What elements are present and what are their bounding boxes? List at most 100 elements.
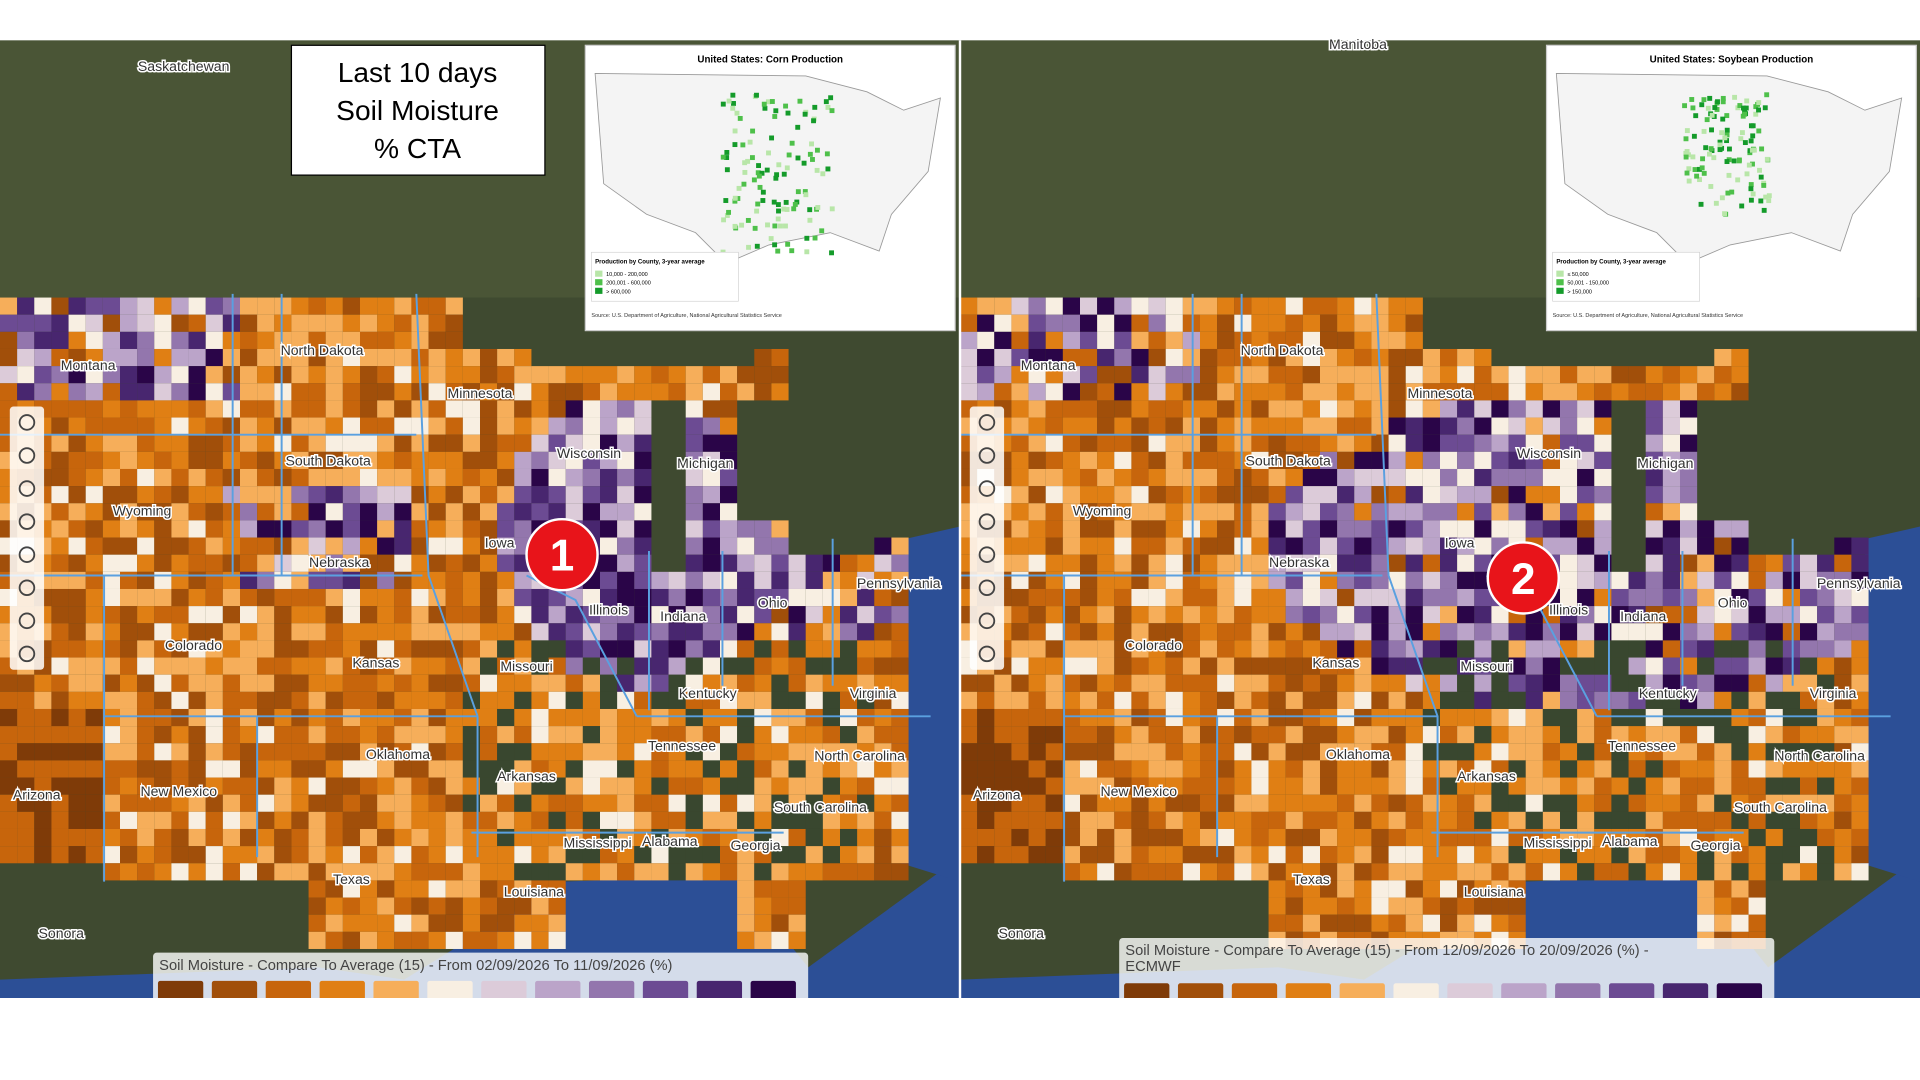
county-cell <box>1491 657 1509 675</box>
county-cell <box>617 708 635 727</box>
county-cell <box>1028 828 1046 847</box>
county-cell <box>1165 451 1183 469</box>
county-cell <box>85 468 103 487</box>
tool-button[interactable] <box>18 414 36 431</box>
county-cell <box>257 554 275 572</box>
inset-county <box>792 201 798 207</box>
county-cell <box>1680 486 1698 504</box>
county-cell <box>668 674 686 692</box>
county-cell <box>274 468 292 487</box>
tool-button[interactable] <box>978 612 996 630</box>
county-cell <box>85 520 103 538</box>
county-cell <box>1457 383 1475 401</box>
county-cell <box>85 743 103 761</box>
state-label: Michigan <box>677 455 733 471</box>
county-cell <box>1371 606 1389 624</box>
county-cell <box>1560 760 1578 778</box>
inset-county <box>1720 95 1726 101</box>
tool-button[interactable] <box>978 480 996 497</box>
county-cell <box>1594 400 1612 418</box>
county-cell <box>360 623 378 641</box>
county-cell <box>771 588 789 607</box>
county-cell <box>1045 811 1063 829</box>
county-cell <box>1268 606 1286 624</box>
county-cell <box>720 434 738 452</box>
tool-button[interactable] <box>978 645 996 663</box>
county-cell <box>1165 743 1183 761</box>
county-cell <box>428 863 446 881</box>
county-cell <box>222 777 241 795</box>
tool-button[interactable] <box>978 513 996 530</box>
county-cell <box>51 657 69 675</box>
county-cell <box>1320 794 1338 812</box>
county-cell <box>1765 554 1783 572</box>
inset-county <box>807 207 813 213</box>
county-cell <box>1302 640 1321 658</box>
tool-button[interactable] <box>978 579 996 597</box>
county-cell <box>120 434 138 452</box>
county-cell <box>428 777 446 795</box>
inset-county <box>1744 98 1750 104</box>
county-cell <box>445 794 463 812</box>
county-cell <box>600 794 618 812</box>
county-cell <box>428 828 446 847</box>
tool-button[interactable] <box>978 414 996 431</box>
county-cell <box>874 554 892 572</box>
inset-county <box>1756 128 1762 134</box>
tool-button[interactable] <box>18 579 36 597</box>
county-cell <box>1200 468 1218 487</box>
county-cell <box>1217 657 1235 675</box>
county-cell <box>51 623 69 641</box>
inset-us-map <box>1555 73 1903 264</box>
county-cell <box>1337 400 1355 418</box>
county-cell <box>462 417 481 435</box>
county-cell <box>1148 434 1166 452</box>
county-cell <box>1474 708 1492 727</box>
county-cell <box>1097 794 1115 812</box>
county-cell <box>685 726 703 744</box>
county-cell <box>1542 520 1561 538</box>
county-cell <box>377 794 395 812</box>
tool-button[interactable] <box>18 546 36 563</box>
county-cell <box>188 383 206 401</box>
county-cell <box>737 931 755 949</box>
county-cell <box>1440 657 1458 675</box>
county-cell <box>874 777 892 795</box>
county-cell <box>1388 486 1406 504</box>
tool-button[interactable] <box>18 513 36 530</box>
county-cell <box>1148 331 1166 349</box>
county-cell <box>1662 726 1681 744</box>
county-cell <box>428 314 446 332</box>
county-cell <box>754 366 772 384</box>
tool-button[interactable] <box>978 546 996 563</box>
county-cell <box>171 503 189 521</box>
county-cell <box>1851 640 1869 658</box>
county-cell <box>1800 846 1818 864</box>
tool-button[interactable] <box>18 612 36 630</box>
county-cell <box>840 708 858 727</box>
tool-button[interactable] <box>978 447 996 464</box>
county-cell <box>1851 743 1869 761</box>
tool-button[interactable] <box>18 447 36 464</box>
county-cell <box>1217 828 1235 847</box>
county-cell <box>514 640 532 658</box>
county-cell <box>342 468 361 487</box>
county-cell <box>102 417 121 435</box>
tool-button[interactable] <box>18 645 36 663</box>
county-cell <box>342 880 361 898</box>
county-cell <box>514 897 532 915</box>
county-cell <box>754 348 772 367</box>
county-cell <box>600 468 618 487</box>
county-cell <box>1302 314 1321 332</box>
county-cell <box>1131 314 1149 332</box>
county-cell <box>1388 726 1406 744</box>
county-cell <box>702 623 721 641</box>
county-cell <box>1560 537 1578 555</box>
county-cell <box>1045 486 1063 504</box>
county-cell <box>188 846 206 864</box>
county-cell <box>1714 914 1732 932</box>
inset-county <box>811 118 816 124</box>
county-cell <box>308 554 326 572</box>
county-cell <box>1062 726 1081 744</box>
tool-button[interactable] <box>18 480 36 497</box>
